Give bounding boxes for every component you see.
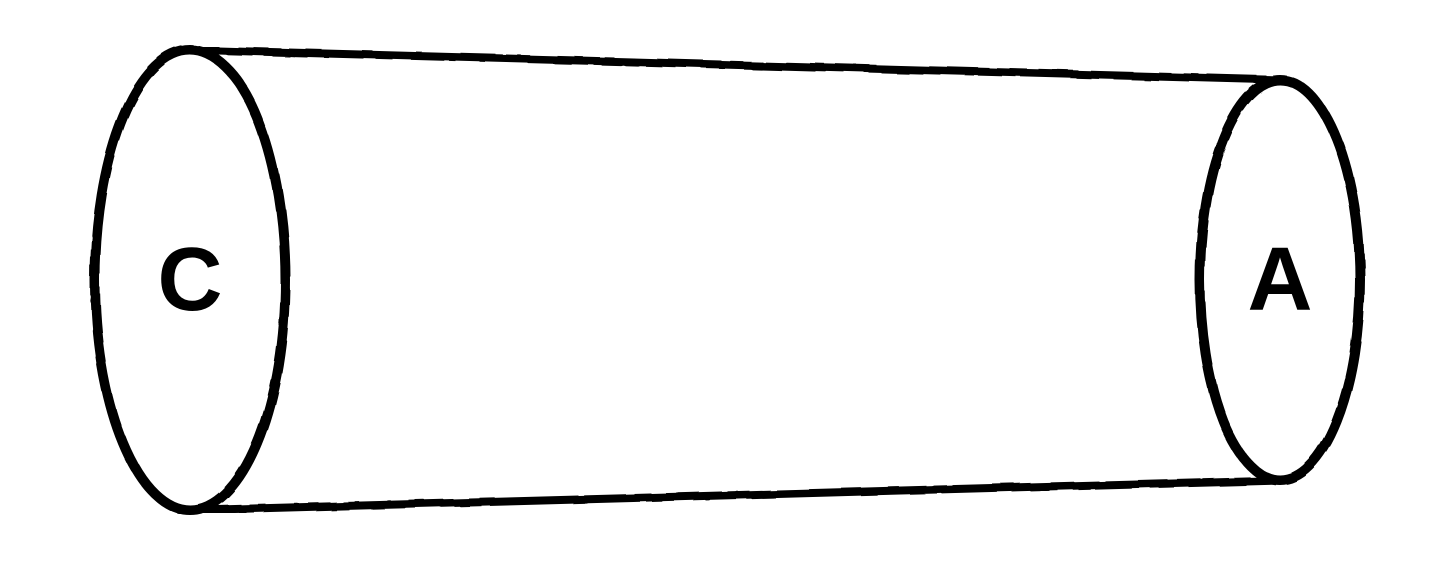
cylinder-top-edge (200, 50, 1280, 80)
cylinder-diagram: C A (0, 0, 1436, 567)
cylinder-bottom-edge (200, 480, 1280, 510)
right-label: A (1248, 230, 1313, 330)
left-label: C (158, 230, 223, 330)
cylinder-svg: C A (0, 0, 1436, 567)
